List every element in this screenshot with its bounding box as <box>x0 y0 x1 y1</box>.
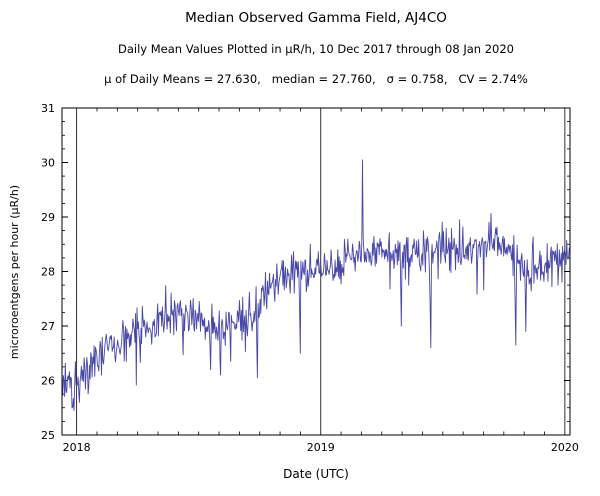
y-tick-label: 28 <box>41 266 55 279</box>
chart-stats-line: μ of Daily Means = 27.630, median = 27.7… <box>104 72 528 86</box>
plot-dynamic-layer: 2018 2019 2020 25 26 27 28 29 30 31 <box>41 102 579 454</box>
x-tick-label: 2018 <box>63 441 91 454</box>
x-tick-label: 2019 <box>307 441 335 454</box>
y-tick-label: 30 <box>41 157 55 170</box>
y-tick-label: 31 <box>41 102 55 115</box>
x-tick-label: 2020 <box>551 441 579 454</box>
y-axis-label: microroentgens per hour (μR/h) <box>8 185 21 359</box>
plot-border <box>61 107 571 436</box>
x-axis-label: Date (UTC) <box>283 467 349 481</box>
chart-title: Median Observed Gamma Field, AJ4CO <box>185 10 447 26</box>
y-tick-label: 25 <box>41 429 55 442</box>
chart-subtitle: Daily Mean Values Plotted in μR/h, 10 De… <box>117 42 514 56</box>
y-tick-label: 26 <box>41 375 55 388</box>
y-tick-label: 29 <box>41 211 55 224</box>
y-tick-label: 27 <box>41 320 55 333</box>
data-line <box>61 159 571 411</box>
